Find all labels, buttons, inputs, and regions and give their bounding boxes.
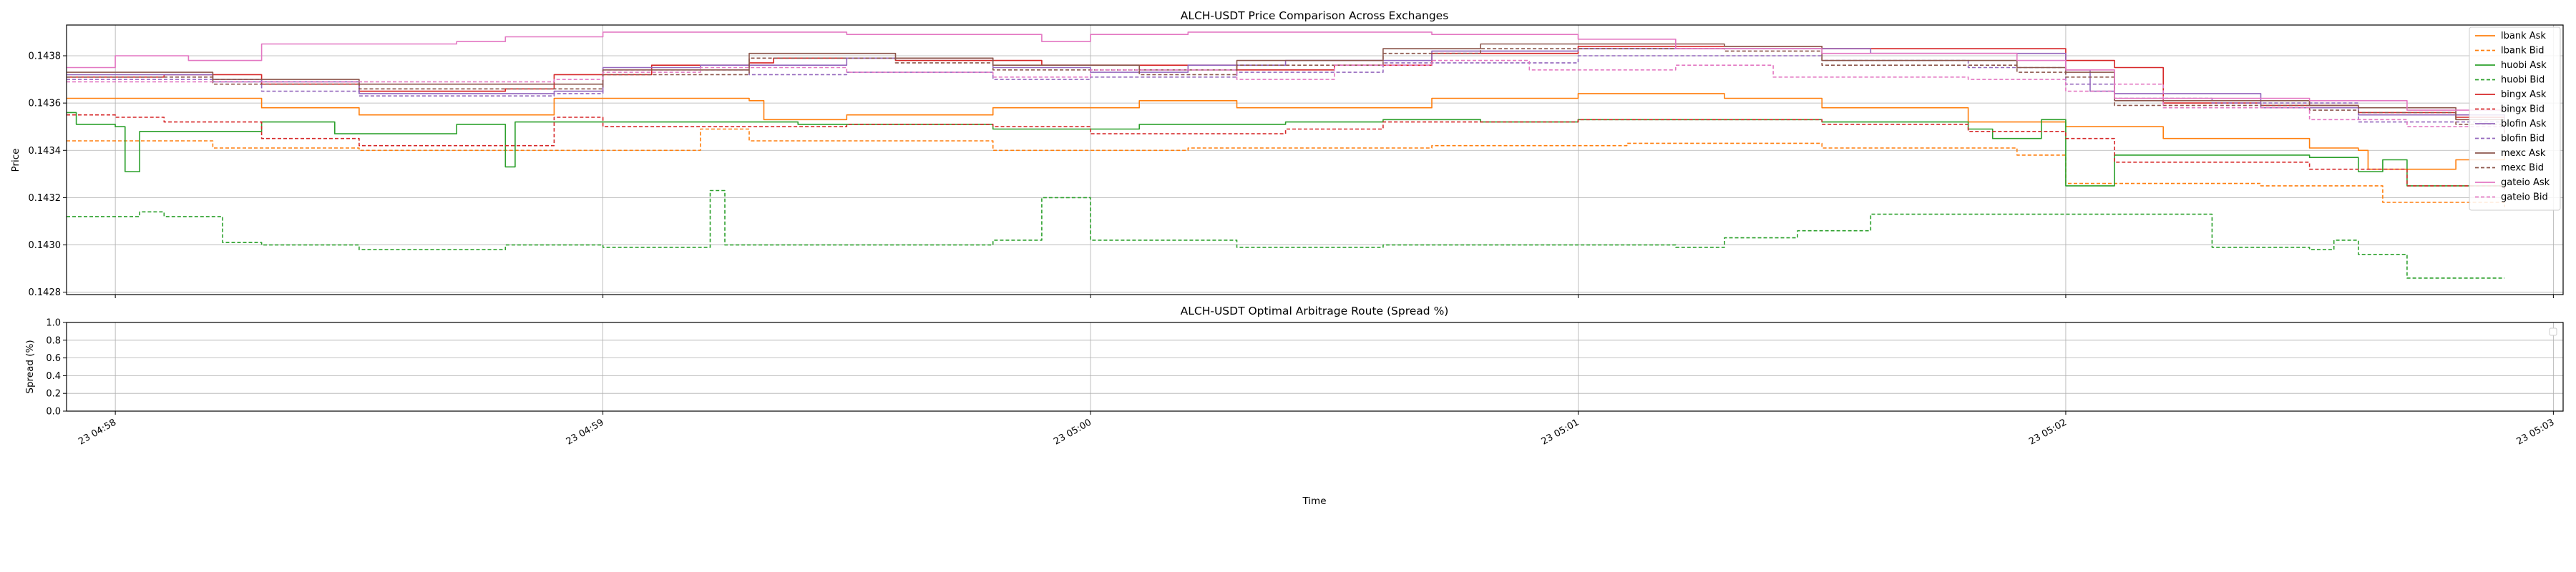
spread-chart-x-ticks: 23 04:58 23 04:59 23 05:00 23 05:01 23 05:02… — [77, 411, 2556, 448]
price-chart-x-tick-marks — [114, 295, 2554, 298]
price-y-tick-label: 0.1432 — [29, 193, 62, 204]
legend-label: huobi Ask — [2501, 60, 2547, 71]
legend-label: huobi Bid — [2501, 75, 2545, 86]
legend-label: lbank Ask — [2501, 31, 2546, 41]
legend-label: mexc Ask — [2501, 148, 2546, 159]
price-y-tick-label: 0.1436 — [29, 99, 62, 109]
series-line-gateio-bid — [67, 59, 2505, 134]
x-tick-label: 23 05:02 — [2027, 417, 2069, 447]
price-chart-legend: lbank Ask lbank Bid huobi Ask huobi Bid bing… — [2469, 26, 2561, 211]
price-chart-series-lines — [67, 31, 2505, 279]
x-axis-label: Time — [1302, 495, 1326, 507]
legend-label: blofin Bid — [2501, 134, 2545, 144]
x-tick-label: 23 05:00 — [1052, 417, 1093, 447]
spread-y-tick-label: 1.0 — [46, 318, 61, 329]
series-line-lbank-bid — [67, 128, 2505, 207]
price-chart-ylabel: Price — [10, 149, 21, 172]
price-y-tick-label: 0.1430 — [29, 240, 62, 251]
legend-label: gateio Bid — [2501, 192, 2548, 203]
x-tick-label: 23 04:58 — [77, 417, 118, 447]
empty-legend-box — [2549, 327, 2557, 336]
price-chart-y-ticks: 0.1428 0.1430 0.1432 0.1434 0.1436 0.1438 — [29, 51, 67, 298]
price-comparison-panel: ALCH-USDT Price Comparison Across Exchan… — [10, 9, 2564, 298]
spread-chart-y-ticks: 0.0 0.2 0.4 0.6 0.8 1.0 — [46, 318, 67, 418]
series-line-gateio-ask — [67, 31, 2505, 111]
x-tick-label: 23 04:59 — [565, 417, 606, 447]
spread-y-tick-label: 0.4 — [46, 371, 61, 382]
spread-y-tick-label: 0.2 — [46, 389, 61, 400]
price-y-tick-label: 0.1438 — [29, 51, 62, 61]
spread-chart-ylabel: Spread (%) — [24, 340, 36, 393]
price-y-tick-label: 0.1428 — [29, 287, 62, 298]
series-line-lbank-ask — [67, 93, 2505, 170]
spread-chart-title: ALCH-USDT Optimal Arbitrage Route (Sprea… — [1181, 305, 1449, 317]
series-line-huobi-bid — [67, 189, 2505, 279]
spread-y-tick-label: 0.8 — [46, 335, 61, 346]
spread-chart-frame — [66, 322, 2564, 412]
price-chart-title: ALCH-USDT Price Comparison Across Exchan… — [1181, 9, 1449, 22]
legend-label: mexc Bid — [2501, 163, 2544, 174]
x-tick-label: 23 05:01 — [1540, 417, 1581, 447]
spread-chart-grid — [67, 322, 2563, 412]
x-tick-label: 23 05:03 — [2515, 417, 2557, 447]
legend-items: lbank Ask lbank Bid huobi Ask huobi Bid bing… — [2475, 31, 2550, 203]
price-y-tick-label: 0.1434 — [29, 146, 62, 157]
series-line-blofin-ask — [67, 48, 2505, 132]
legend-label: blofin Ask — [2501, 119, 2547, 129]
spread-y-tick-label: 0.0 — [46, 407, 61, 418]
series-line-huobi-ask — [67, 112, 2505, 187]
price-chart-frame — [66, 24, 2564, 295]
legend-label: bingx Bid — [2501, 104, 2545, 115]
legend-frame — [2469, 26, 2561, 211]
legend-label: lbank Bid — [2501, 46, 2545, 56]
legend-label: bingx Ask — [2501, 89, 2547, 100]
spread-y-tick-label: 0.6 — [46, 353, 61, 364]
arbitrage-spread-panel: ALCH-USDT Optimal Arbitrage Route (Sprea… — [24, 305, 2564, 507]
series-line-mexc-ask — [67, 43, 2505, 129]
legend-label: gateio Ask — [2501, 177, 2550, 188]
